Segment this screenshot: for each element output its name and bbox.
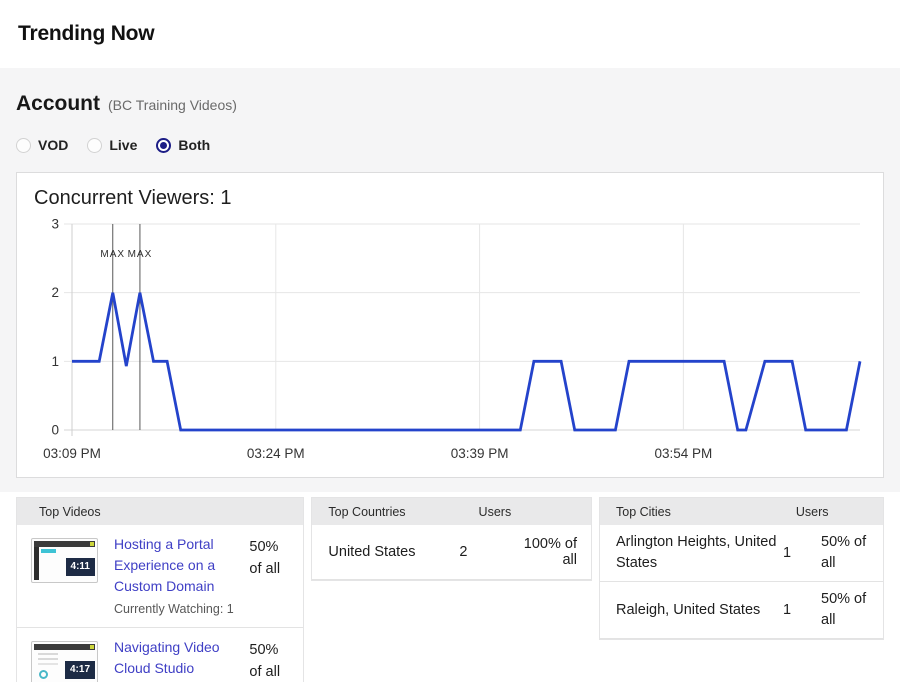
content-type-filter: VOD Live Both: [16, 137, 884, 153]
table-row: Arlington Heights, United States 1 50% o…: [600, 525, 883, 582]
svg-text:3: 3: [51, 217, 59, 232]
top-bar: Trending Now: [0, 0, 900, 68]
percent-of-all: 50% of all: [821, 591, 867, 628]
account-heading: Account: [16, 92, 100, 115]
radio-both-label: Both: [178, 137, 211, 153]
radio-vod-label: VOD: [38, 137, 69, 153]
account-subtitle: (BC Training Videos): [108, 97, 237, 113]
table-row: United States 2 100% of all: [312, 525, 591, 580]
users-column-header: Users: [478, 504, 512, 519]
account-section: Account (BC Training Videos) VOD Live Bo…: [0, 68, 900, 492]
radio-both[interactable]: Both: [156, 137, 210, 153]
table-row: 4:17 Navigating Video Cloud Studio Curre…: [17, 628, 303, 682]
city-users: 1: [783, 544, 792, 561]
svg-text:MAX: MAX: [100, 249, 125, 260]
city-name: Raleigh, United States: [616, 601, 761, 618]
svg-text:2: 2: [51, 285, 59, 300]
top-cities-table: Top Cities Users Arlington Heights, Unit…: [599, 497, 884, 640]
duration-badge: 4:17: [64, 661, 95, 679]
radio-circle-icon[interactable]: [87, 137, 103, 153]
svg-text:1: 1: [51, 354, 59, 369]
video-title-link[interactable]: Hosting a Portal Experience on a Custom …: [114, 536, 216, 594]
radio-circle-icon[interactable]: [16, 137, 31, 153]
top-cities-header: Top Cities: [616, 504, 671, 519]
top-countries-table: Top Countries Users United States 2 100%…: [311, 497, 592, 581]
svg-text:03:24 PM: 03:24 PM: [247, 446, 305, 461]
video-title-link[interactable]: Navigating Video Cloud Studio: [114, 639, 220, 676]
radio-vod[interactable]: VOD: [16, 137, 68, 153]
duration-badge: 4:11: [65, 558, 95, 576]
svg-text:03:54 PM: 03:54 PM: [654, 446, 712, 461]
percent-of-all: 100% of all: [523, 536, 577, 568]
svg-text:MAX: MAX: [128, 249, 153, 260]
city-users: 1: [783, 601, 792, 618]
currently-watching: Currently Watching: 1: [114, 602, 234, 616]
top-countries-header: Top Countries: [328, 504, 406, 519]
country-name: United States: [328, 544, 416, 560]
table-row: Raleigh, United States 1 50% of all: [600, 582, 883, 639]
svg-text:03:09 PM: 03:09 PM: [43, 446, 101, 461]
concurrent-viewers-chart: 0 1 2 3 03:09 PM 03:24 PM 03:39 PM 03:54 PM MAX M…: [43, 217, 862, 461]
thumbnail-browser-bar: [34, 541, 95, 547]
users-column-header: Users: [795, 504, 829, 519]
svg-text:0: 0: [51, 423, 59, 438]
chart-title: Concurrent Viewers: 1: [34, 187, 232, 209]
page-title: Trending Now: [18, 22, 155, 45]
country-users: 2: [459, 544, 468, 560]
svg-text:03:39 PM: 03:39 PM: [451, 446, 509, 461]
percent-of-all: 50% of all: [249, 539, 281, 577]
stats-tables: Top Videos 4:11 Hosting a Portal Experie…: [16, 497, 884, 682]
percent-of-all: 50% of all: [821, 534, 867, 571]
radio-live[interactable]: Live: [87, 137, 137, 153]
radio-circle-icon[interactable]: [156, 137, 172, 153]
top-videos-table: Top Videos 4:11 Hosting a Portal Experie…: [16, 497, 305, 682]
percent-of-all: 50% of all: [249, 642, 281, 680]
top-videos-header: Top Videos: [17, 497, 304, 525]
table-row: 4:11 Hosting a Portal Experience on a Cu…: [17, 525, 304, 628]
radio-live-label: Live: [109, 137, 138, 153]
concurrent-viewers-card: Concurrent Viewers: 1 0 1 2 3 03:09 PM 03:24 …: [16, 172, 884, 478]
video-thumbnail[interactable]: 4:17: [31, 641, 98, 682]
city-name: Arlington Heights, United States: [616, 534, 777, 571]
video-thumbnail[interactable]: 4:11: [31, 538, 98, 583]
thumbnail-browser-bar: [34, 644, 95, 650]
